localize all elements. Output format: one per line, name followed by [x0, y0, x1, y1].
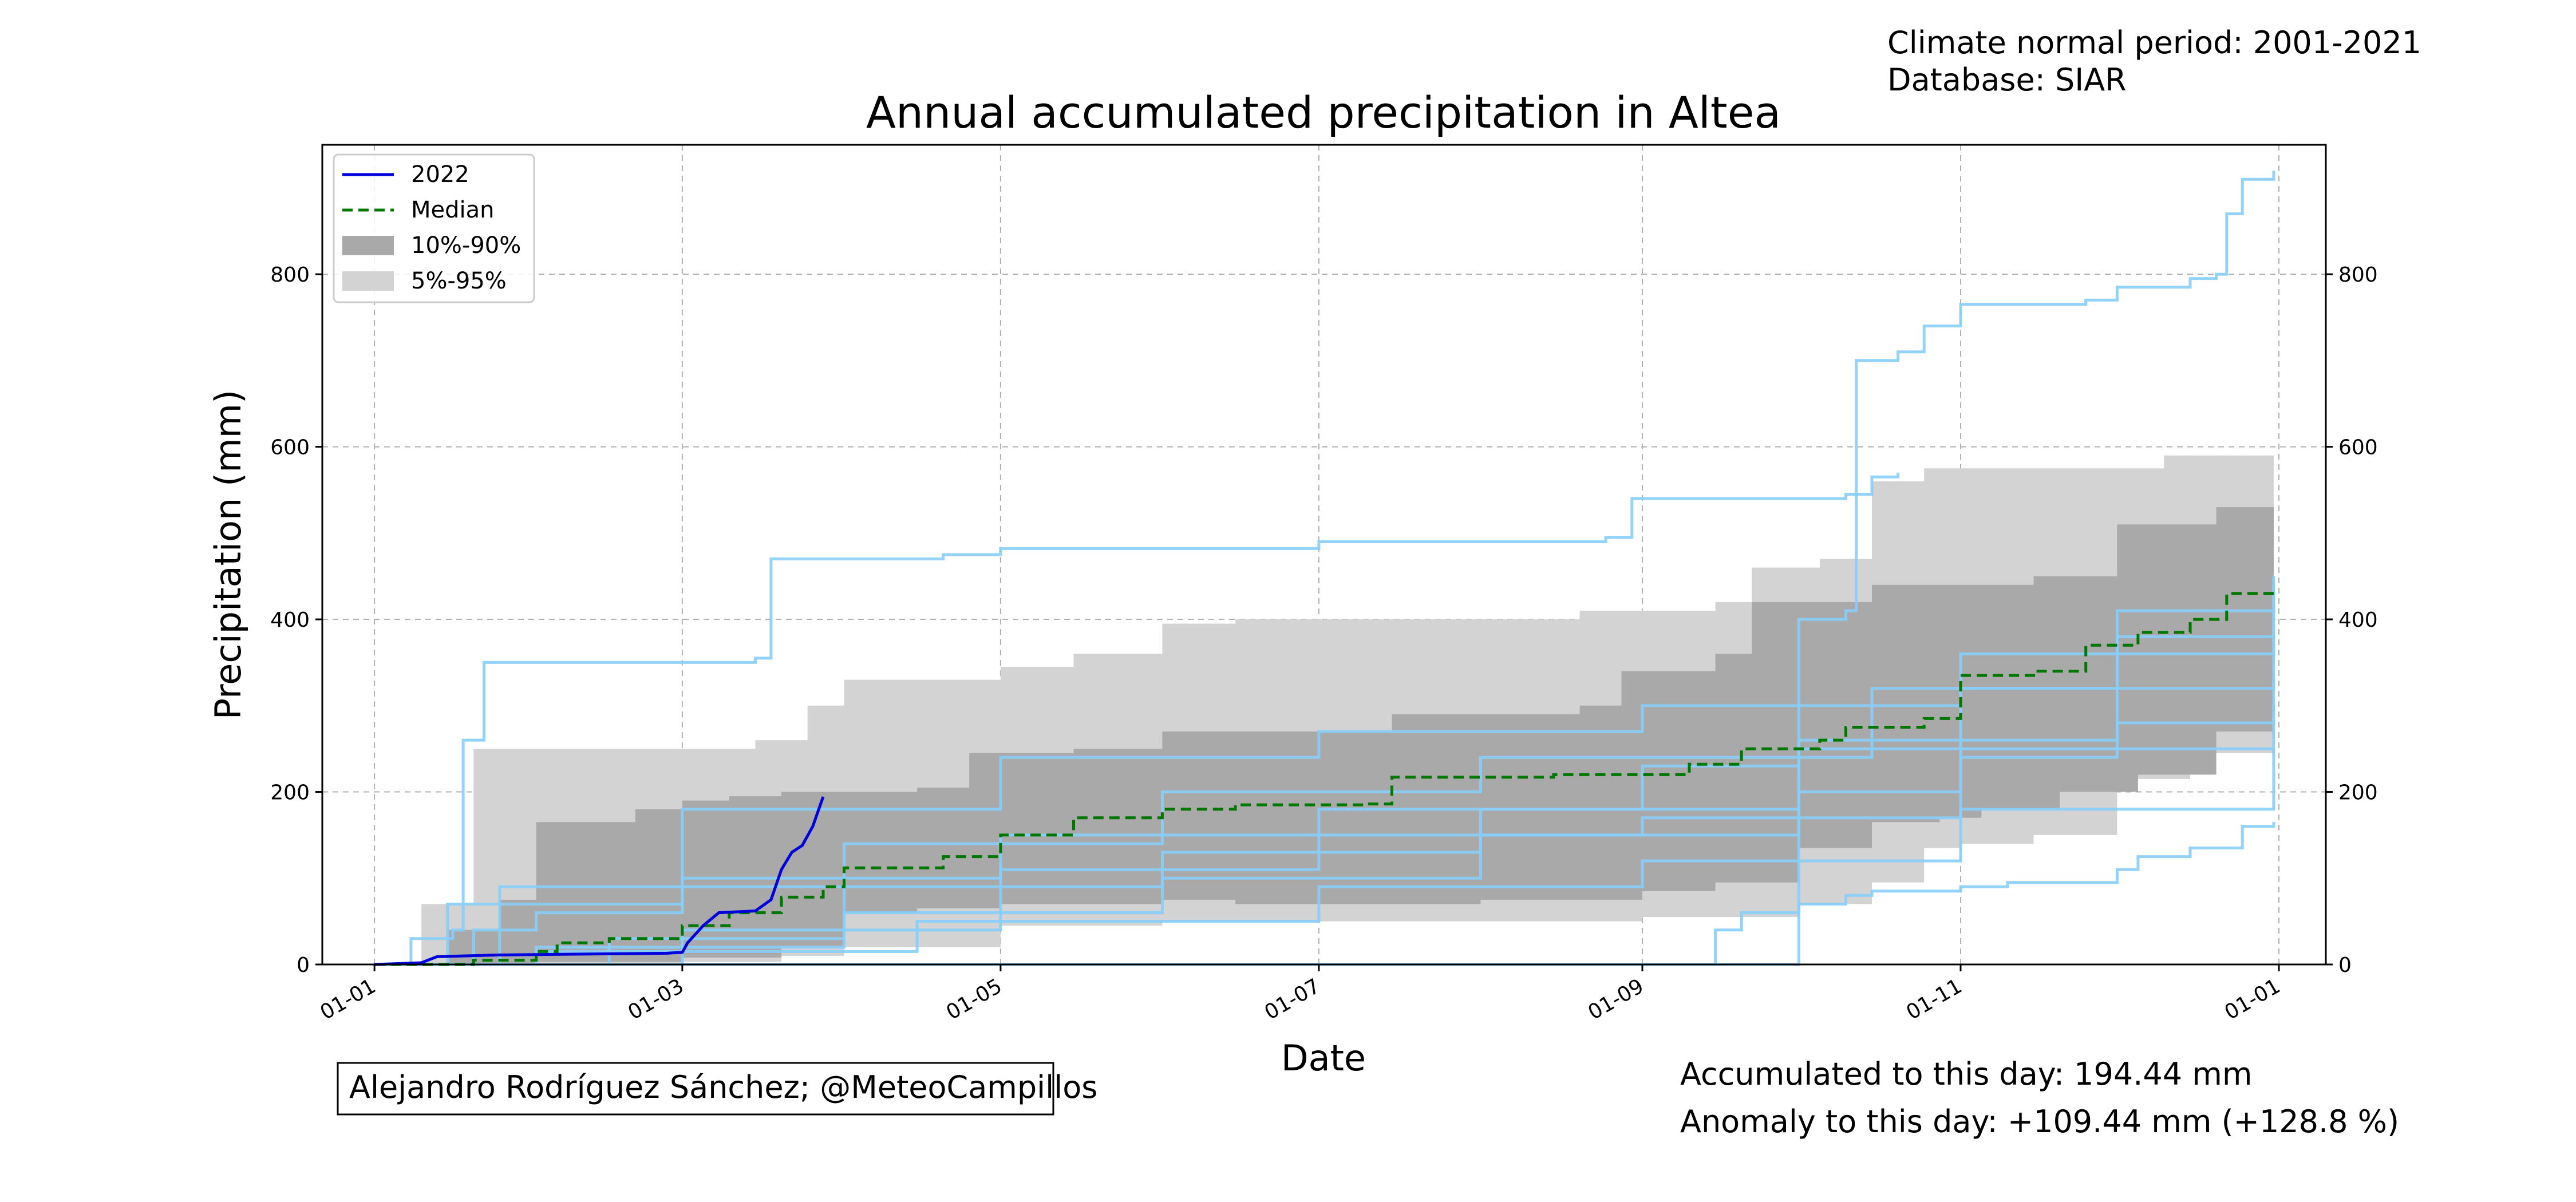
year-line — [374, 636, 2275, 966]
database-text: Database: SIAR — [1887, 62, 2127, 98]
x-tick-label: 01-05 — [942, 974, 1006, 1025]
legend-box — [333, 153, 535, 303]
y-tick-label: 400 — [270, 608, 310, 632]
author-box — [337, 1062, 1054, 1116]
y-tick-label-right: 200 — [2338, 781, 2378, 805]
legend-label-10-90: 10%-90% — [411, 232, 521, 259]
x-tick-label: 01-11 — [1902, 974, 1966, 1025]
chart-title: Annual accumulated precipitation in Alte… — [866, 87, 1781, 138]
year-line — [374, 602, 2275, 966]
climate-period-text: Climate normal period: 2001-2021 — [1887, 25, 2421, 61]
y-tick-label-right: 600 — [2338, 436, 2378, 460]
legend-swatch-10-90 — [342, 236, 394, 255]
legend-swatch-5-95 — [342, 271, 394, 291]
year-lines — [374, 171, 2275, 966]
y-tick-label-right: 400 — [2338, 608, 2378, 632]
plot-frame — [321, 144, 2327, 966]
legend-label-5-95: 5%-95% — [411, 268, 507, 294]
x-tick-label: 01-07 — [1261, 974, 1324, 1025]
median-line — [374, 591, 2275, 966]
y-tick-label-right: 0 — [2338, 954, 2352, 977]
year-line — [374, 472, 1900, 966]
current-year-series — [374, 796, 825, 966]
current-year-line — [374, 796, 825, 966]
y-axis-label: Precipitation (mm) — [207, 390, 249, 719]
y-tick-label-right: 800 — [2338, 263, 2378, 287]
y-tick-label: 200 — [270, 781, 310, 805]
year-line — [374, 576, 2275, 966]
y-tick-label: 800 — [270, 263, 310, 287]
x-axis-label: Date — [1281, 1037, 1366, 1079]
x-tick-label: 01-03 — [624, 974, 688, 1025]
accumulated-text: Accumulated to this day: 194.44 mm — [1680, 1056, 2253, 1092]
legend: 2022 Median 10%-90% 5%-95% — [333, 153, 535, 303]
year-line — [374, 822, 2275, 966]
anomaly-text: Anomaly to this day: +109.44 mm (+128.8 … — [1680, 1104, 2399, 1140]
y-tick-label: 600 — [270, 436, 310, 460]
year-line — [374, 749, 2275, 966]
x-tick-label: 01-01 — [317, 974, 380, 1025]
legend-label-median: Median — [411, 197, 495, 223]
x-tick-label: 01-01 — [2221, 974, 2284, 1025]
year-line — [374, 171, 2275, 966]
author-text: Alejandro Rodríguez Sánchez; @MeteoCampi… — [349, 1069, 1097, 1105]
x-tick-label: 01-09 — [1584, 974, 1647, 1025]
legend-label-current: 2022 — [411, 161, 469, 188]
median-series — [374, 591, 2275, 966]
y-tick-label: 0 — [297, 954, 310, 977]
